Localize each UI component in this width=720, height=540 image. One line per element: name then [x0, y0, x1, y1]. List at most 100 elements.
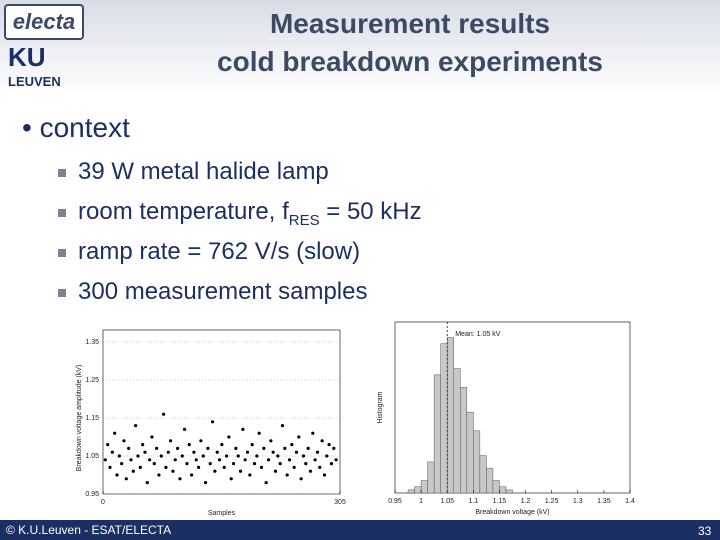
point [157, 473, 161, 477]
point [266, 458, 271, 462]
point [241, 427, 245, 431]
point [320, 439, 324, 443]
x-tick-label: 1.25 [545, 498, 559, 505]
point [192, 450, 196, 454]
y-tick-label: 1.25 [85, 377, 99, 384]
point [301, 454, 306, 458]
bar [414, 486, 422, 494]
x-tick-label: 1.4 [625, 498, 635, 505]
point [185, 462, 189, 466]
point [224, 454, 229, 458]
point [117, 454, 121, 458]
point [201, 454, 205, 458]
point [294, 450, 299, 454]
point [203, 481, 208, 485]
point [259, 465, 264, 469]
sub-bullet: room temperature, fRES = 50 kHz [58, 198, 422, 229]
point [325, 454, 329, 458]
text: = 50 kHz [319, 198, 422, 225]
point [269, 439, 273, 443]
bar [407, 489, 415, 494]
logo-ku: KU [8, 42, 46, 72]
point [334, 458, 338, 462]
point [166, 450, 170, 454]
y-tick-label: 1.05 [85, 453, 99, 460]
point [108, 465, 112, 469]
point [148, 458, 152, 462]
point [264, 481, 268, 485]
x-axis-label: Samples [208, 510, 236, 517]
x-tick-label: 1.2 [521, 498, 531, 505]
point [196, 465, 201, 469]
point [238, 469, 243, 473]
point [308, 469, 313, 473]
point [234, 446, 238, 450]
point [227, 435, 231, 439]
x-tick-label: 0.95 [388, 498, 402, 505]
point [287, 458, 292, 462]
header [0, 0, 720, 96]
point [120, 462, 124, 466]
point [273, 469, 278, 473]
text: room temperature, f [78, 198, 289, 225]
point [255, 454, 259, 458]
point [243, 458, 247, 462]
point [113, 431, 117, 435]
point [127, 446, 131, 450]
sub-bullet: 300 measurement samples [58, 278, 367, 306]
point [150, 435, 154, 439]
x-tick-label: 1.1 [468, 498, 478, 505]
point [180, 454, 184, 458]
bar [420, 480, 428, 494]
point [155, 446, 159, 450]
text: ramp rate = 762 V/s (slow) [78, 238, 361, 265]
point [276, 454, 280, 458]
point [162, 412, 166, 416]
text: 300 measurement samples [78, 278, 368, 305]
point [285, 473, 289, 477]
point [213, 469, 217, 473]
point [248, 473, 252, 477]
point [215, 450, 219, 454]
point [318, 465, 322, 469]
point [175, 446, 180, 450]
point [103, 458, 107, 462]
bar [492, 480, 500, 494]
point [110, 450, 114, 454]
point [332, 446, 336, 450]
histogram-chart: 0.95 1 1.05 1.1 1.15 1.2 1.25 1.3 1.35 1.4 Mean: 1… [352, 308, 656, 520]
y-axis-label: Breakdown voltage amplitude (kV) [76, 365, 83, 472]
logo-leuven: LEUVEN [8, 74, 61, 89]
bar [479, 455, 487, 494]
subscript: RES [288, 211, 320, 229]
annotation: Mean: 1.05 kV [455, 331, 500, 338]
scatter-chart: 0.95 1.05 1.15 1.25 1.35 0 305 Samples Breakdown… [65, 308, 347, 520]
point [257, 431, 261, 435]
y-tick-label: 0.95 [85, 491, 99, 498]
point [134, 424, 138, 428]
footer: © K.U.Leuven - ESAT/ELECTA 33 [0, 520, 720, 540]
point [131, 469, 135, 473]
point [245, 450, 250, 454]
x-tick-label: 1.05 [440, 498, 454, 505]
copyright: © K.U.Leuven - ESAT/ELECTA [6, 523, 172, 537]
point [311, 431, 315, 435]
point [171, 469, 175, 473]
point [229, 477, 233, 481]
point [129, 458, 133, 462]
point [152, 462, 156, 466]
point [145, 481, 149, 485]
point [222, 465, 226, 469]
point [271, 450, 275, 454]
point [115, 473, 119, 477]
point [136, 454, 140, 458]
bar [446, 337, 454, 494]
point [217, 458, 222, 462]
page-number: 33 [698, 524, 712, 538]
point [106, 443, 110, 447]
point [169, 439, 173, 443]
point [262, 446, 266, 450]
point [252, 462, 257, 466]
bar [427, 461, 435, 494]
